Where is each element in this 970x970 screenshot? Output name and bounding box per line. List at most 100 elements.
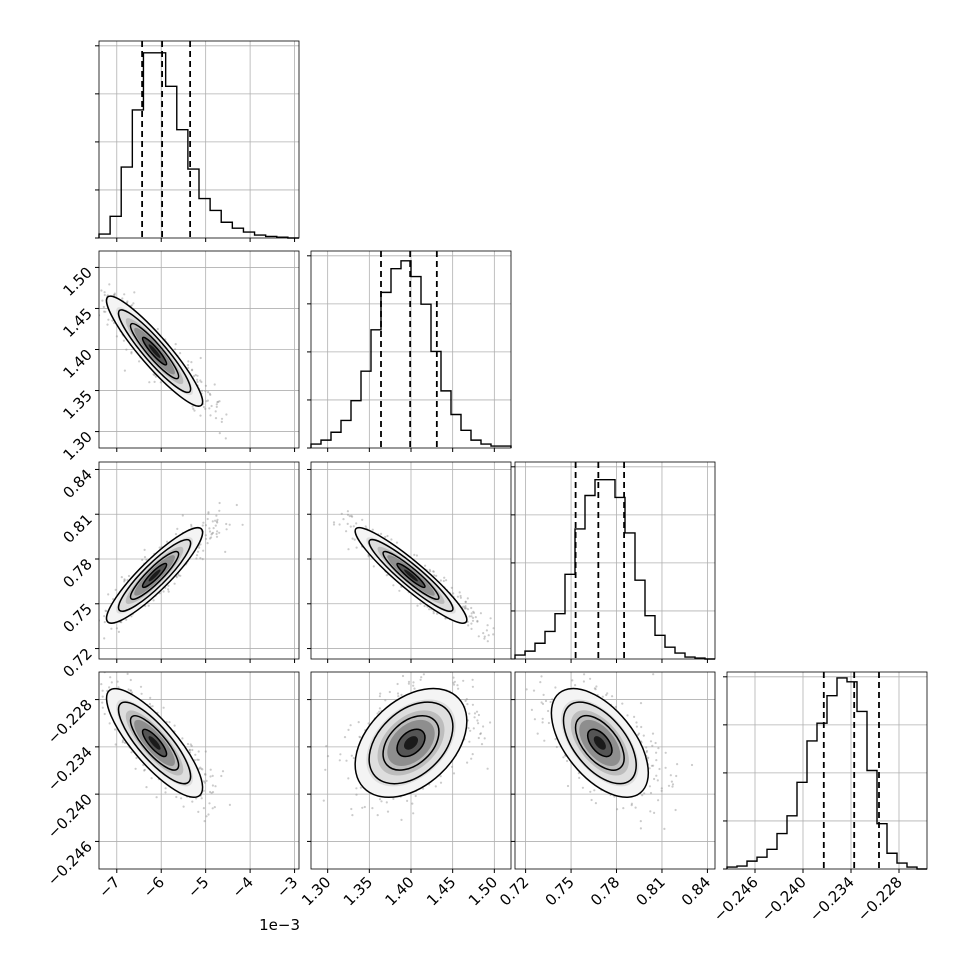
scatter-point — [530, 708, 534, 712]
scatter-point — [218, 400, 221, 403]
scatter-point — [392, 797, 395, 801]
histogram-1 — [310, 260, 512, 448]
x-tick-label: −5 — [184, 873, 212, 901]
scatter-point — [213, 806, 216, 809]
panel-content — [311, 672, 511, 869]
contour-line-3 — [105, 526, 204, 624]
scatter-point — [470, 622, 473, 625]
scatter-point — [342, 518, 345, 521]
scatter-point — [439, 781, 443, 784]
scatter-point — [639, 820, 642, 823]
scatter-point — [594, 802, 598, 805]
scatter-point — [130, 615, 133, 618]
scatter-point — [221, 770, 225, 773]
scatter-point — [129, 689, 132, 692]
scatter-point — [100, 289, 103, 292]
scatter-point — [103, 293, 106, 297]
scatter-point — [675, 774, 678, 778]
scatter-point — [435, 574, 438, 578]
scatter-point — [566, 784, 570, 788]
scatter-point — [151, 705, 154, 708]
scatter-point — [450, 765, 454, 768]
contour-line-3 — [105, 295, 204, 407]
y-tick-label: 0.75 — [59, 600, 95, 636]
scatter-point — [347, 728, 350, 732]
scatter-point — [347, 777, 350, 780]
scatter-point — [346, 522, 349, 526]
scatter-point — [115, 335, 118, 338]
scatter-point — [456, 684, 459, 687]
scatter-point — [470, 606, 473, 610]
scatter-point — [191, 368, 194, 371]
y-tick-label: 0.84 — [59, 466, 95, 502]
y-tick-label: −0.228 — [44, 696, 96, 748]
scatter-point — [415, 554, 418, 557]
density-level — [148, 736, 161, 750]
density-level — [148, 344, 161, 358]
scatter-point — [188, 749, 191, 752]
scatter-point — [193, 759, 196, 762]
scatter-point — [167, 584, 170, 587]
scatter-point — [412, 681, 415, 684]
scatter-point — [386, 534, 389, 538]
scatter-point — [326, 755, 330, 758]
contour-line-0 — [396, 562, 426, 589]
scatter-point — [471, 616, 475, 620]
scatter-point — [395, 541, 399, 544]
scatter-point — [614, 705, 617, 709]
scatter-point — [123, 579, 126, 582]
scatter-point — [432, 610, 435, 613]
scatter-point — [75, 245, 77, 247]
scatter-point — [412, 812, 415, 815]
scatter-point — [143, 769, 146, 772]
x-tick-label: −3 — [273, 873, 301, 901]
scatter-point — [470, 615, 473, 618]
contour-line-2 — [368, 538, 454, 613]
scatter-point — [122, 339, 125, 342]
scatter-point — [468, 712, 471, 715]
scatter-point — [376, 712, 379, 715]
scatter-point — [148, 381, 151, 384]
scatter-point — [466, 597, 469, 600]
scatter-point — [192, 375, 196, 378]
scatter-point — [114, 743, 117, 746]
scatter-point — [358, 735, 361, 738]
scatter-point — [202, 549, 205, 552]
scatter-point — [134, 767, 137, 770]
scatter-point — [640, 725, 643, 729]
scatter-point — [101, 706, 104, 709]
scatter-point — [655, 751, 658, 754]
scatter-point — [339, 753, 342, 756]
scatter-point — [211, 774, 214, 778]
contour-line-2 — [368, 701, 454, 785]
scatter-point — [91, 305, 93, 307]
scatter-point — [549, 700, 552, 704]
scatter-point — [130, 304, 134, 307]
scatter-point — [186, 364, 190, 367]
scatter-point — [212, 527, 215, 530]
scatter-point — [544, 699, 548, 703]
scatter-point — [199, 356, 202, 360]
scatter-point — [656, 779, 659, 782]
scatter-point — [214, 519, 217, 522]
scatter-point — [351, 537, 354, 540]
scatter-point — [150, 777, 153, 780]
scatter-point — [108, 283, 111, 286]
scatter-point — [475, 710, 479, 713]
scatter-point — [209, 393, 212, 396]
scatter-point — [350, 807, 353, 811]
scatter-point — [543, 739, 546, 742]
scatter-point — [92, 292, 94, 294]
scatter-point — [635, 725, 639, 728]
scatter-point — [177, 574, 180, 577]
scatter-point — [533, 718, 537, 721]
scatter-point — [145, 786, 148, 789]
contour-line-3 — [550, 687, 650, 799]
scatter-point — [616, 808, 619, 811]
scatter-point — [473, 712, 477, 715]
scatter-point — [351, 814, 354, 817]
scatter-point — [601, 695, 604, 698]
scatter-point — [649, 740, 653, 743]
scatter-point — [464, 605, 467, 608]
scatter-point — [206, 399, 209, 402]
